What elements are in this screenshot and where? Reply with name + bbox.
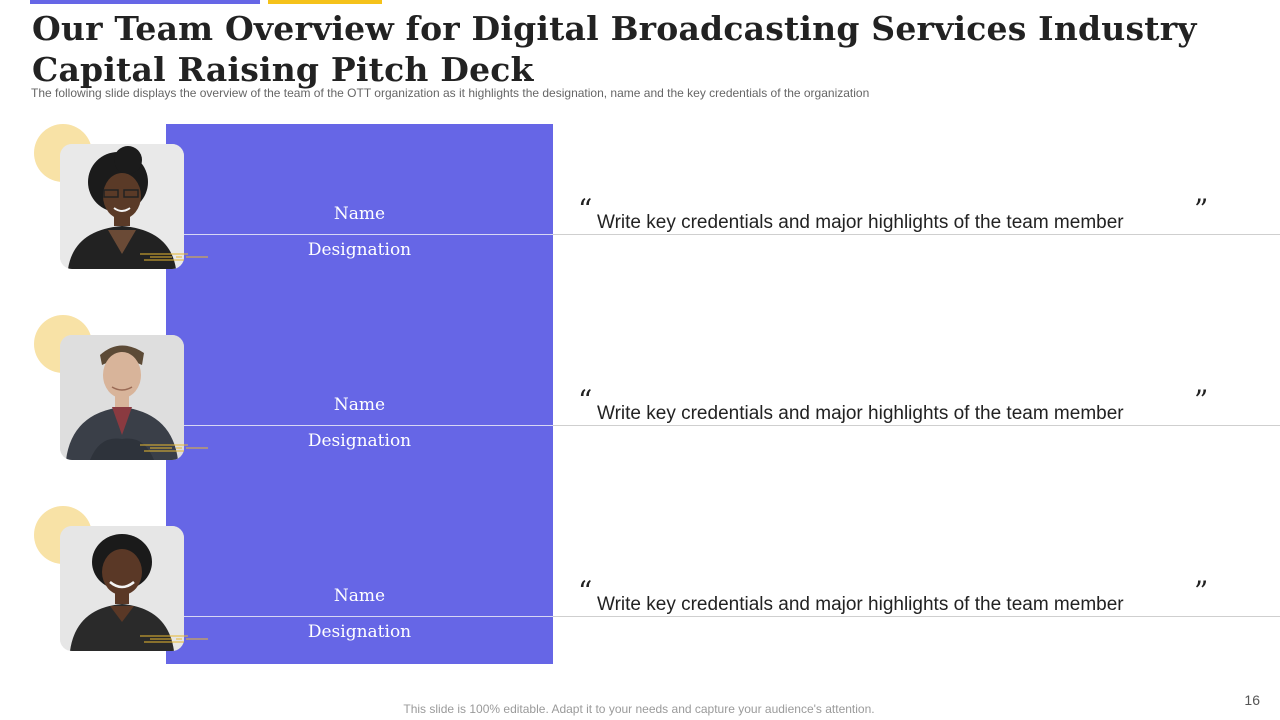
team-member-card: Name Designation “ Write key credentials…	[0, 124, 1280, 274]
member-credentials: Write key credentials and major highligh…	[597, 594, 1124, 615]
close-quote-icon: ”	[1194, 384, 1209, 417]
slide-footer-note: This slide is 100% editable. Adapt it to…	[403, 702, 875, 716]
team-member-photo	[60, 526, 184, 651]
name-divider	[184, 425, 554, 426]
team-member-card: Name Designation “ Write key credentials…	[0, 315, 1280, 465]
open-quote-icon: “	[578, 193, 593, 226]
top-accent-bar-blue	[30, 0, 260, 4]
top-accent-bar-yellow	[268, 0, 382, 4]
member-name: Name	[333, 586, 386, 606]
team-member-card: Name Designation “ Write key credentials…	[0, 506, 1280, 656]
member-credentials: Write key credentials and major highligh…	[597, 403, 1124, 424]
close-quote-icon: ”	[1194, 575, 1209, 608]
gold-accent-lines	[140, 253, 210, 261]
name-divider	[184, 616, 554, 617]
credentials-divider	[553, 616, 1280, 617]
name-divider	[184, 234, 554, 235]
member-designation: Designation	[307, 431, 412, 451]
team-member-photo	[60, 335, 184, 460]
slide-title: Our Team Overview for Digital Broadcasti…	[32, 9, 1197, 89]
gold-accent-lines	[140, 444, 210, 452]
member-designation: Designation	[307, 622, 412, 642]
slide-subtitle: The following slide displays the overvie…	[31, 86, 870, 100]
credentials-divider	[553, 234, 1280, 235]
team-name-panel	[166, 124, 553, 664]
open-quote-icon: “	[578, 575, 593, 608]
credentials-divider	[553, 425, 1280, 426]
open-quote-icon: “	[578, 384, 593, 417]
gold-accent-lines	[140, 635, 210, 643]
page-number: 16	[1244, 692, 1260, 708]
member-credentials: Write key credentials and major highligh…	[597, 212, 1124, 233]
member-name: Name	[333, 395, 386, 415]
team-member-photo	[60, 144, 184, 269]
member-name: Name	[333, 204, 386, 224]
member-designation: Designation	[307, 240, 412, 260]
close-quote-icon: ”	[1194, 193, 1209, 226]
